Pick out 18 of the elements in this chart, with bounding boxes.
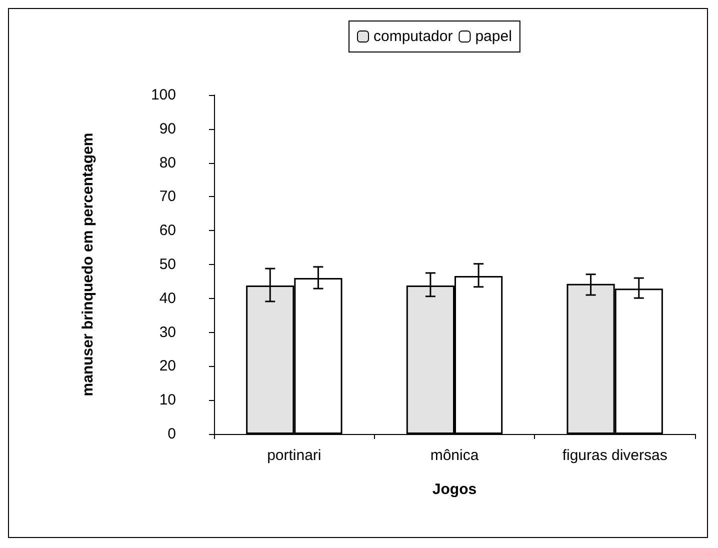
y-tick-label: 40: [159, 290, 176, 307]
y-tick-label: 50: [159, 256, 176, 273]
x-tick-label: mônica: [430, 447, 480, 464]
y-tick-label: 100: [150, 86, 176, 104]
x-axis-title: Jogos: [432, 481, 477, 498]
y-tick-label: 60: [159, 222, 176, 240]
x-tick-label: portinari: [267, 447, 322, 464]
y-tick-label: 30: [159, 324, 176, 341]
y-tick-label: 90: [159, 120, 176, 138]
y-tick-label: 70: [159, 188, 176, 206]
legend-label: papel: [475, 28, 512, 45]
y-tick-label: 80: [159, 154, 176, 172]
y-tick-label: 0: [168, 426, 176, 442]
y-tick-label: 10: [159, 392, 176, 409]
y-tick-label: 20: [159, 358, 176, 375]
legend-label: computador: [374, 28, 453, 45]
x-tick-label: figuras diversas: [562, 447, 668, 464]
y-axis-title: manuser brinquedo em percentagem: [80, 132, 96, 396]
